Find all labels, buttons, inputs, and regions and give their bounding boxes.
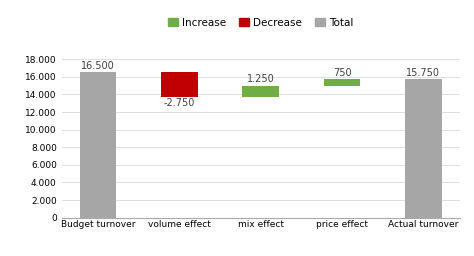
Bar [324,79,360,86]
Text: 1.250: 1.250 [247,74,274,84]
Bar [80,72,116,218]
Text: 750: 750 [333,68,351,78]
Legend: Increase, Decrease, Total: Increase, Decrease, Total [164,14,358,32]
Bar [242,86,279,97]
Text: 16.500: 16.500 [81,61,115,71]
Text: 15.750: 15.750 [406,68,440,78]
Bar [161,72,198,97]
Bar [405,79,442,218]
Text: -2.750: -2.750 [164,98,195,108]
